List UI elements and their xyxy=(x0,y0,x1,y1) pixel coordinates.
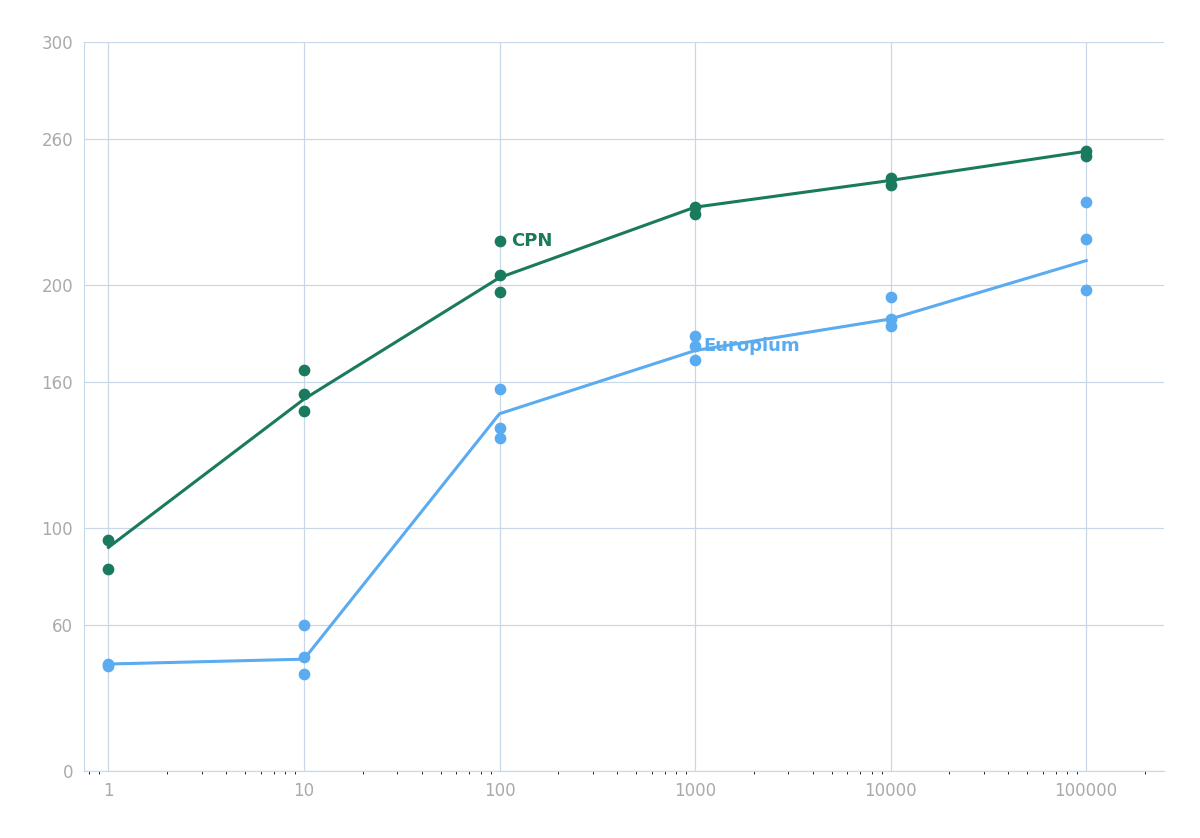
Point xyxy=(98,534,118,547)
Point xyxy=(294,618,313,632)
Point xyxy=(294,387,313,401)
Point xyxy=(881,319,900,333)
Point xyxy=(881,178,900,192)
Point xyxy=(685,200,704,214)
Point xyxy=(294,650,313,664)
Point xyxy=(881,171,900,184)
Point xyxy=(490,432,509,445)
Point xyxy=(490,268,509,282)
Point xyxy=(881,291,900,304)
Point xyxy=(1076,149,1096,163)
Point xyxy=(294,364,313,377)
Point xyxy=(1076,283,1096,297)
Point xyxy=(294,667,313,680)
Point xyxy=(294,405,313,418)
Text: CPN: CPN xyxy=(511,232,553,251)
Point xyxy=(685,339,704,353)
Point xyxy=(490,235,509,248)
Point xyxy=(1076,232,1096,246)
Point xyxy=(490,383,509,396)
Point xyxy=(881,313,900,326)
Point xyxy=(685,354,704,367)
Point xyxy=(685,329,704,343)
Point xyxy=(98,562,118,576)
Point xyxy=(490,422,509,435)
Point xyxy=(1076,145,1096,158)
Point xyxy=(1076,195,1096,209)
Point xyxy=(490,286,509,299)
Point xyxy=(685,208,704,221)
Point xyxy=(98,657,118,670)
Text: Europium: Europium xyxy=(703,337,800,354)
Point xyxy=(98,660,118,673)
